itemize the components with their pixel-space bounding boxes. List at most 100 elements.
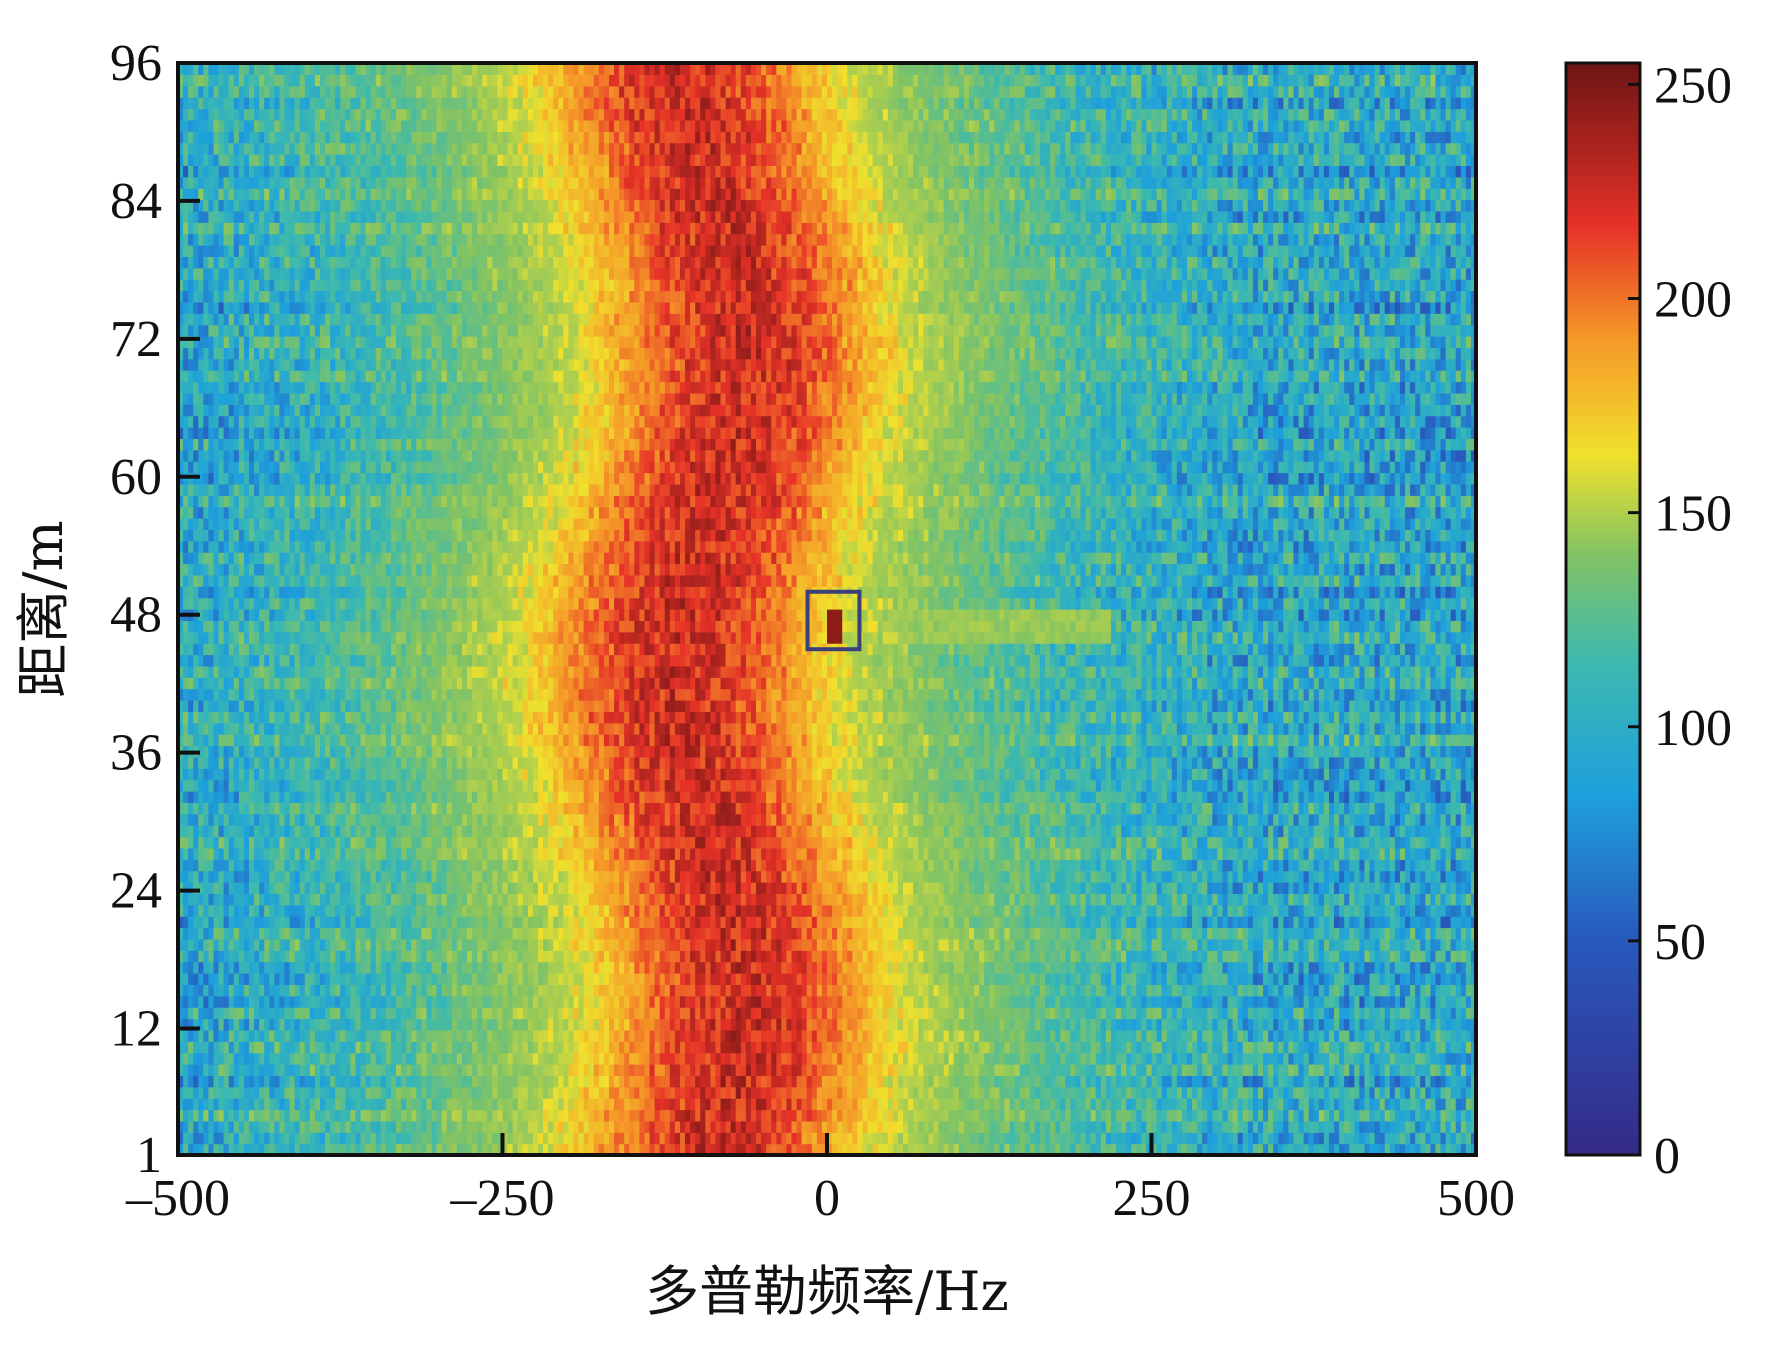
heatmap-cell — [1420, 1007, 1426, 1019]
heatmap-cell — [224, 1110, 230, 1122]
heatmap-cell — [203, 1064, 209, 1076]
heatmap-cell — [1354, 973, 1360, 985]
heatmap-cell — [1451, 939, 1457, 951]
heatmap-cell — [599, 973, 605, 985]
heatmap-cell — [1010, 973, 1016, 985]
heatmap-cell — [269, 996, 275, 1008]
heatmap-cell — [1354, 1087, 1360, 1099]
heatmap-cell — [284, 1019, 290, 1031]
heatmap-cell — [1217, 1007, 1223, 1019]
heatmap-cell — [381, 973, 387, 985]
heatmap-cell — [964, 1098, 970, 1110]
heatmap-cell — [513, 939, 519, 951]
heatmap-cell — [1096, 1121, 1102, 1133]
heatmap-cell — [994, 1053, 1000, 1065]
heatmap-cell — [279, 1098, 285, 1110]
heatmap-cell — [1192, 1087, 1198, 1099]
heatmap-cell — [1065, 1098, 1071, 1110]
heatmap-cell — [208, 950, 214, 962]
heatmap-cell — [939, 1030, 945, 1042]
heatmap-cell — [411, 962, 417, 974]
heatmap-cell — [1015, 984, 1021, 996]
heatmap-cell — [1020, 1041, 1026, 1053]
heatmap-cell — [401, 939, 407, 951]
heatmap-cell — [609, 1075, 615, 1087]
heatmap-cell — [295, 973, 301, 985]
heatmap-cell — [1410, 973, 1416, 985]
heatmap-cell — [1400, 1053, 1406, 1065]
heatmap-cell — [1253, 1075, 1259, 1087]
heatmap-cell — [315, 1132, 321, 1144]
heatmap-cell — [1172, 939, 1178, 951]
heatmap-cell — [868, 1132, 874, 1144]
heatmap-cell — [766, 1110, 772, 1122]
heatmap-cell — [396, 1030, 402, 1042]
heatmap-cell — [355, 973, 361, 985]
heatmap-cell — [1228, 1019, 1234, 1031]
heatmap-cell — [1344, 1007, 1350, 1019]
heatmap-cell — [1116, 1132, 1122, 1144]
heatmap-cell — [503, 1019, 509, 1031]
heatmap-cell — [817, 1019, 823, 1031]
heatmap-cell — [371, 1019, 377, 1031]
heatmap-cell — [908, 1019, 914, 1031]
heatmap-cell — [548, 939, 554, 951]
heatmap-cell — [538, 928, 544, 940]
heatmap-cell — [1172, 1121, 1178, 1133]
heatmap-cell — [741, 1053, 747, 1065]
heatmap-cell — [1106, 1075, 1112, 1087]
heatmap-cell — [254, 1110, 260, 1122]
heatmap-cell — [655, 973, 661, 985]
heatmap-cell — [513, 1075, 519, 1087]
heatmap-cell — [366, 939, 372, 951]
heatmap-cell — [954, 1098, 960, 1110]
heatmap-cell — [1329, 1110, 1335, 1122]
heatmap-cell — [1121, 1007, 1127, 1019]
heatmap-cell — [1248, 984, 1254, 996]
heatmap-cell — [852, 1030, 858, 1042]
heatmap-cell — [1217, 1041, 1223, 1053]
heatmap-cell — [264, 1087, 270, 1099]
heatmap-cell — [1461, 1075, 1467, 1087]
heatmap-cell — [315, 1041, 321, 1053]
heatmap-cell — [1334, 1041, 1340, 1053]
heatmap-cell — [680, 1075, 686, 1087]
heatmap-cell — [335, 996, 341, 1008]
heatmap-cell — [837, 962, 843, 974]
heatmap-cell — [1157, 1075, 1163, 1087]
heatmap-cell — [279, 1132, 285, 1144]
heatmap-cell — [1146, 1053, 1152, 1065]
heatmap-cell — [411, 939, 417, 951]
heatmap-cell — [721, 984, 727, 996]
heatmap-cell — [599, 1019, 605, 1031]
heatmap-cell — [1055, 1064, 1061, 1076]
heatmap-cell — [1390, 950, 1396, 962]
heatmap-cell — [1309, 939, 1315, 951]
heatmap-cell — [1060, 1075, 1066, 1087]
heatmap-cell — [573, 962, 579, 974]
heatmap-cell — [1299, 984, 1305, 996]
heatmap-cell — [300, 1019, 306, 1031]
heatmap-cell — [1293, 1007, 1299, 1019]
heatmap-cell — [954, 1075, 960, 1087]
heatmap-cell — [852, 1098, 858, 1110]
heatmap-cell — [1030, 1087, 1036, 1099]
heatmap-cell — [558, 1110, 564, 1122]
heatmap-cell — [1015, 950, 1021, 962]
heatmap-cell — [487, 1110, 493, 1122]
heatmap-cell — [731, 973, 737, 985]
heatmap-cell — [416, 928, 422, 940]
heatmap-cell — [1375, 1041, 1381, 1053]
heatmap-cell — [361, 1075, 367, 1087]
heatmap-cell — [761, 1041, 767, 1053]
heatmap-cell — [1228, 1030, 1234, 1042]
heatmap-cell — [1121, 984, 1127, 996]
heatmap-cell — [1030, 1121, 1036, 1133]
heatmap-cell — [1395, 1087, 1401, 1099]
heatmap-cell — [1010, 1019, 1016, 1031]
heatmap-cell — [573, 1121, 579, 1133]
heatmap-cell — [807, 1098, 813, 1110]
heatmap-cell — [254, 973, 260, 985]
heatmap-cell — [1075, 973, 1081, 985]
heatmap-cell — [634, 1064, 640, 1076]
